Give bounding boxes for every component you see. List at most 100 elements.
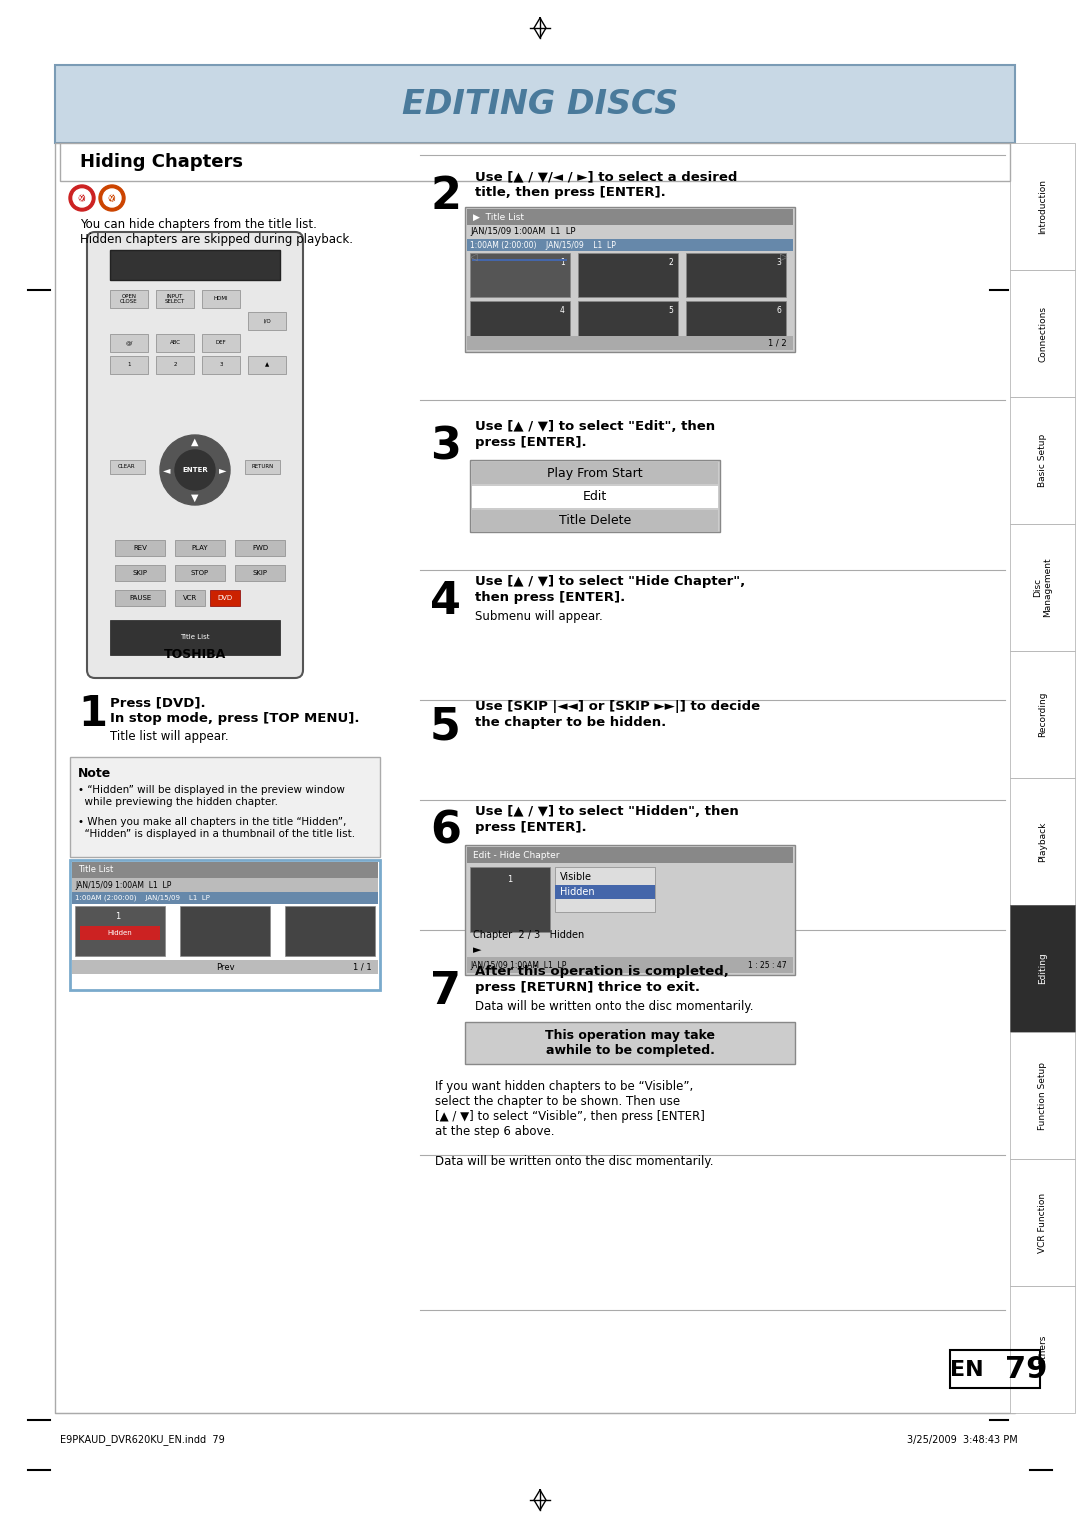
Text: EDITING DISCS: EDITING DISCS [402,87,678,121]
Text: 1: 1 [127,362,131,368]
Text: Press [DVD].: Press [DVD]. [110,695,205,709]
Text: 3: 3 [430,425,461,468]
Bar [467,847,793,863]
Bar [555,866,654,912]
Bar [156,290,194,309]
Text: ▷: ▷ [780,252,787,261]
Text: Connections: Connections [1038,306,1047,362]
Text: SKIP: SKIP [253,570,268,576]
Bar [175,590,205,607]
Text: 2: 2 [173,362,177,368]
Bar [110,290,148,309]
Text: Edit: Edit [583,490,607,504]
Bar [80,926,160,940]
Text: REV: REV [133,545,147,552]
Text: Playback: Playback [1038,822,1047,862]
Bar [1010,1160,1075,1287]
Text: then press [ENTER].: then press [ENTER]. [475,591,625,604]
Bar [114,565,165,581]
Text: 3: 3 [777,258,781,267]
Bar [60,144,1010,180]
Bar [72,892,378,905]
Text: Disc
Management: Disc Management [1032,558,1052,617]
Text: 1 : 25 : 47: 1 : 25 : 47 [748,961,787,969]
Bar [175,565,225,581]
Bar [465,845,795,975]
Text: Use [▲ / ▼] to select "Hide Chapter",: Use [▲ / ▼] to select "Hide Chapter", [475,575,745,588]
Circle shape [160,435,230,504]
Text: @/: @/ [125,341,133,345]
Bar [470,866,550,932]
Bar [950,1351,1040,1387]
Text: 6: 6 [430,810,461,853]
Bar [467,238,793,251]
Bar [55,66,1015,144]
Bar [1010,144,1075,270]
Text: DVD: DVD [106,193,119,197]
Text: Submenu will appear.: Submenu will appear. [475,610,603,623]
Bar [1010,778,1075,905]
Text: Hidden: Hidden [561,886,595,897]
Text: RETURN: RETURN [252,465,274,469]
Text: 1:00AM (2:00:00)    JAN/15/09    L1  LP: 1:00AM (2:00:00) JAN/15/09 L1 LP [75,895,210,902]
Text: You can hide chapters from the title list.
Hidden chapters are skipped during pl: You can hide chapters from the title lis… [80,219,353,246]
Text: 2: 2 [669,258,673,267]
Text: Edit - Hide Chapter: Edit - Hide Chapter [473,851,559,859]
Bar [1010,905,1075,1031]
Text: title, then press [ENTER].: title, then press [ENTER]. [475,186,665,199]
Text: Function Setup: Function Setup [1038,1062,1047,1129]
Text: press [ENTER].: press [ENTER]. [475,435,586,449]
Text: I/O: I/O [264,318,271,324]
Bar [472,461,718,484]
Circle shape [69,185,95,211]
Text: ◄: ◄ [163,465,171,475]
Text: Chapter  2 / 3   Hidden: Chapter 2 / 3 Hidden [473,931,584,940]
Bar [686,301,786,345]
Text: STOP: STOP [191,570,210,576]
Text: DVD: DVD [76,193,89,197]
Text: Title List: Title List [78,865,113,874]
Text: E9PKAUD_DVR620KU_EN.indd  79: E9PKAUD_DVR620KU_EN.indd 79 [60,1435,225,1445]
Text: press [ENTER].: press [ENTER]. [475,821,586,834]
Bar [578,254,678,296]
Bar [465,206,795,351]
Text: Hidden: Hidden [108,931,133,937]
Bar [114,539,165,556]
Text: Recording: Recording [1038,692,1047,736]
Bar [1010,397,1075,524]
Text: Others: Others [1038,1334,1047,1365]
Text: Data will be written onto the disc momentarily.: Data will be written onto the disc momen… [475,999,754,1013]
Text: In stop mode, press [TOP MENU].: In stop mode, press [TOP MENU]. [110,712,360,724]
Bar [70,756,380,857]
Text: 1 / 1: 1 / 1 [353,963,372,972]
Text: R: R [110,200,113,205]
Text: • “Hidden” will be displayed in the preview window
  while previewing the hidden: • “Hidden” will be displayed in the prev… [78,785,345,807]
Text: press [RETURN] thrice to exit.: press [RETURN] thrice to exit. [475,981,700,995]
Text: 1: 1 [114,912,120,921]
Circle shape [175,451,215,490]
Text: HDMI: HDMI [214,296,228,301]
Text: This operation may take
awhile to be completed.: This operation may take awhile to be com… [545,1028,715,1057]
Bar [202,356,240,374]
Bar [248,312,286,330]
Text: 1:00AM (2:00:00)    JAN/15/09    L1  LP: 1:00AM (2:00:00) JAN/15/09 L1 LP [470,240,616,249]
Bar [110,356,148,374]
Bar [686,254,786,296]
Bar [114,590,165,607]
Text: VCR Function: VCR Function [1038,1192,1047,1253]
Text: ►: ► [473,944,482,955]
Text: the chapter to be hidden.: the chapter to be hidden. [475,717,666,729]
Text: CLEAR: CLEAR [118,465,136,469]
Text: Play From Start: Play From Start [548,466,643,480]
Text: ABC: ABC [170,341,180,345]
Text: 79: 79 [1005,1355,1048,1384]
Text: DVD: DVD [217,594,232,601]
Text: SKIP: SKIP [133,570,148,576]
Text: JAN/15/09 1:00AM  L1  LP: JAN/15/09 1:00AM L1 LP [470,228,576,237]
Text: 5: 5 [669,306,673,315]
Text: 2: 2 [430,176,461,219]
Text: Basic Setup: Basic Setup [1038,434,1047,487]
Text: Title Delete: Title Delete [558,515,631,527]
Circle shape [99,185,125,211]
Text: Data will be written onto the disc momentarily.: Data will be written onto the disc momen… [435,1155,714,1167]
